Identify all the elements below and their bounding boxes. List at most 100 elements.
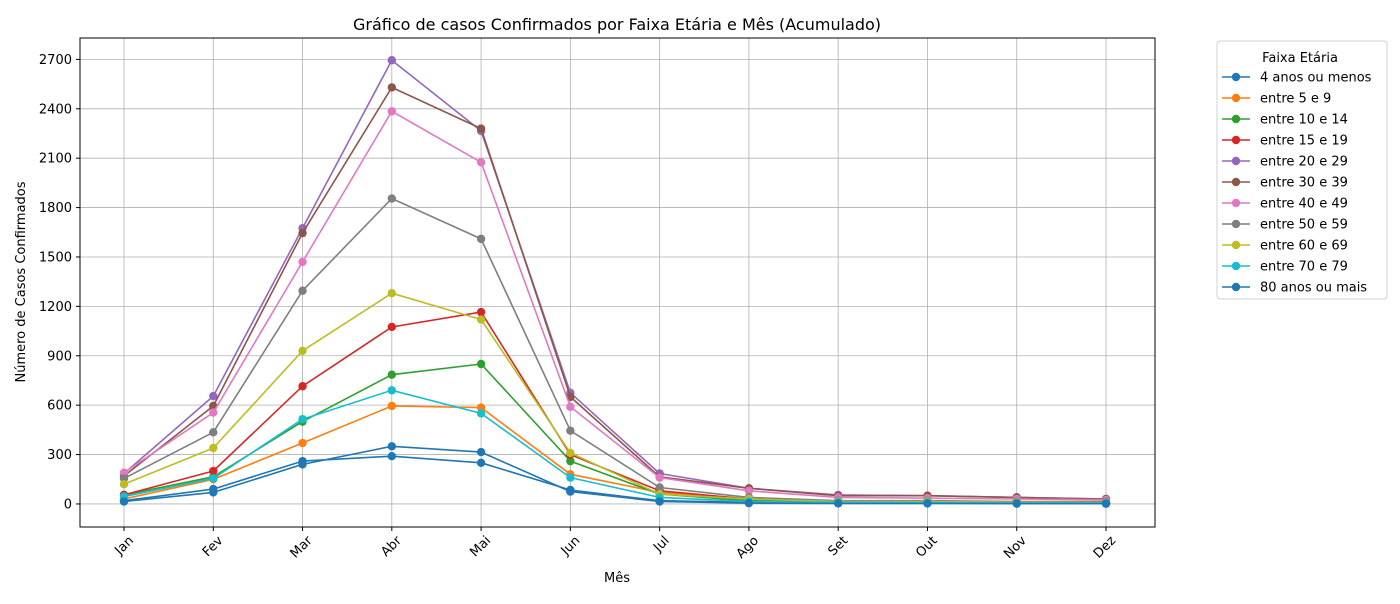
- x-tick-label: Out: [913, 533, 940, 560]
- data-point: [119, 479, 129, 489]
- data-point: [566, 456, 575, 466]
- series-line: [123, 110, 1107, 501]
- y-tick-label: 1200: [39, 300, 72, 315]
- x-tick-label: Dez: [1091, 533, 1119, 561]
- data-point: [744, 486, 754, 495]
- data-point: [387, 289, 397, 298]
- legend-label: entre 70 e 79: [1260, 260, 1348, 275]
- legend-marker: [1231, 156, 1241, 166]
- data-point: [476, 124, 486, 133]
- data-point: [476, 403, 486, 412]
- x-tick-label: Abr: [378, 533, 405, 560]
- data-point: [566, 473, 575, 482]
- x-tick-label: Ago: [734, 533, 762, 561]
- series-10: [119, 386, 1111, 508]
- legend-label: entre 10 e 14: [1260, 113, 1348, 128]
- legend-item: entre 40 e 49: [1222, 197, 1348, 212]
- legend-label: entre 30 e 39: [1260, 176, 1348, 191]
- data-point: [119, 468, 129, 477]
- series-line: [123, 86, 1107, 500]
- data-point: [923, 499, 932, 508]
- legend-label: 4 anos ou menos: [1260, 71, 1372, 86]
- data-point: [833, 499, 843, 508]
- series-8: [119, 194, 1111, 506]
- series-9: [119, 289, 1111, 507]
- legend-marker: [1231, 114, 1241, 124]
- data-point: [476, 158, 486, 167]
- x-axis-ticks: Jan Fev Mar Abr Mai Jun Jul Ago Set Out Nov Dez: [112, 527, 1119, 562]
- data-point: [298, 382, 307, 391]
- data-point: [744, 498, 754, 508]
- data-point: [476, 458, 486, 467]
- data-point: [566, 402, 575, 412]
- data-point: [566, 487, 575, 496]
- legend-item: entre 15 e 19: [1222, 134, 1348, 149]
- x-tick-label: Nov: [1001, 533, 1030, 562]
- legend-label: entre 40 e 49: [1260, 197, 1348, 212]
- y-axis-label: Número de Casos Confirmados: [14, 181, 29, 382]
- legend: Faixa Etária 4 anos ou menos entre 5 e 9 e…: [1216, 40, 1388, 300]
- data-point: [387, 83, 397, 92]
- data-point: [298, 438, 307, 448]
- x-axis-label: Mês: [604, 571, 630, 586]
- series-line: [123, 389, 1106, 504]
- x-tick-label: Jan: [112, 533, 137, 558]
- data-point: [298, 228, 307, 238]
- data-point: [209, 488, 218, 497]
- series-line: [123, 292, 1107, 504]
- y-tick-label: 900: [47, 349, 72, 364]
- legend-item: entre 70 e 79: [1222, 260, 1348, 275]
- data-point: [298, 346, 307, 356]
- series-11: [119, 442, 1111, 508]
- data-point: [655, 483, 664, 492]
- data-point: [387, 401, 397, 411]
- data-point: [209, 466, 218, 476]
- data-point: [566, 426, 575, 435]
- legend-label: entre 20 e 29: [1260, 155, 1348, 170]
- series-line: [123, 59, 1107, 500]
- data-point: [119, 497, 129, 506]
- data-point: [387, 452, 397, 461]
- data-point: [1012, 499, 1021, 508]
- series-1: [119, 452, 1111, 508]
- data-point: [119, 474, 129, 483]
- legend-marker: [1231, 198, 1241, 208]
- x-tick-label: Fev: [200, 533, 227, 560]
- data-point: [209, 443, 218, 453]
- data-point: [209, 474, 218, 483]
- legend-item: 80 anos ou mais: [1222, 281, 1367, 296]
- legend-label: entre 15 e 19: [1260, 134, 1348, 149]
- data-point: [298, 257, 307, 267]
- data-point: [387, 56, 397, 65]
- chart-title: Gráfico de casos Confirmados por Faixa E…: [353, 15, 881, 34]
- y-tick-label: 600: [47, 399, 72, 414]
- legend-marker: [1231, 282, 1241, 292]
- legend-marker: [1231, 261, 1241, 271]
- y-tick-label: 1800: [39, 201, 72, 216]
- series-7: [119, 107, 1111, 505]
- legend-label: entre 60 e 69: [1260, 239, 1348, 254]
- x-tick-label: Mai: [467, 533, 494, 560]
- y-tick-label: 2400: [39, 102, 72, 117]
- data-point: [387, 107, 397, 116]
- y-tick-label: 0: [64, 497, 72, 512]
- data-point: [1101, 499, 1111, 508]
- legend-label: entre 50 e 59: [1260, 218, 1348, 233]
- grid-lines: [80, 38, 1155, 527]
- data-point: [387, 322, 397, 332]
- data-point: [655, 473, 664, 482]
- data-point: [387, 194, 397, 203]
- x-tick-label: Mar: [288, 533, 316, 561]
- legend-marker: [1231, 72, 1241, 82]
- legend-item: 4 anos ou menos: [1222, 71, 1372, 86]
- series-line: [123, 445, 1106, 505]
- data-point: [298, 286, 307, 295]
- legend-item: entre 30 e 39: [1222, 176, 1348, 191]
- data-point: [387, 442, 397, 451]
- data-point: [387, 370, 397, 379]
- data-point: [209, 391, 218, 401]
- data-point: [476, 315, 486, 324]
- legend-marker: [1231, 219, 1241, 229]
